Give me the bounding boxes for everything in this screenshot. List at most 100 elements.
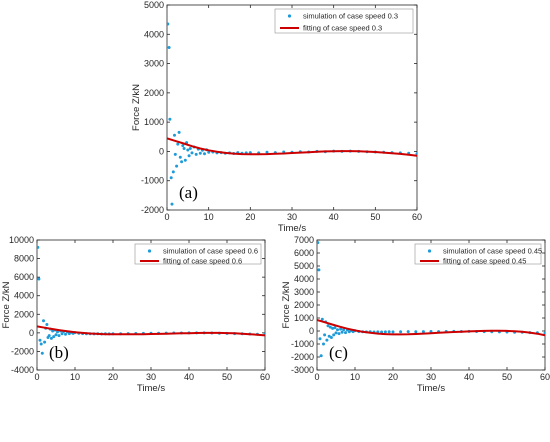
simulation-point: [415, 152, 417, 156]
x-tick-label: 60: [260, 372, 270, 382]
x-tick-label: 0: [34, 372, 39, 382]
simulation-point: [190, 151, 194, 155]
simulation-point: [339, 327, 343, 331]
x-axis-label: Time/s: [278, 223, 306, 234]
fitting-line: [37, 325, 265, 337]
simulation-point: [38, 338, 42, 342]
x-tick-label: 30: [287, 212, 297, 222]
legend-label: fitting of case speed 0.3: [303, 24, 382, 33]
y-axis-label: Force Z/kN: [131, 84, 142, 131]
simulation-point: [383, 330, 387, 334]
chart-panel-a: 0 10 20 30 40 50 60 -2000 -1000 0 1000 2000 3000 4000…: [131, 0, 422, 234]
simulation-point: [406, 330, 410, 334]
plot-marks: [317, 241, 545, 358]
simulation-point: [45, 323, 49, 326]
y-tick-label: 4000: [294, 274, 314, 284]
x-tick-label: 20: [108, 372, 118, 382]
simulation-point: [328, 325, 332, 329]
y-tick-label: 6000: [294, 248, 314, 258]
simulation-point: [173, 133, 176, 137]
simulation-point: [54, 333, 58, 337]
simulation-point: [543, 331, 545, 335]
y-tick-label: -4000: [11, 365, 34, 375]
simulation-point: [317, 268, 321, 272]
legend-simulation-swatch: [287, 14, 292, 18]
y-tick-label: 10000: [9, 235, 34, 245]
x-tick-label: 50: [502, 372, 512, 382]
panel-tag: (c): [329, 343, 348, 362]
x-axis-label: Time/s: [417, 383, 445, 394]
legend-label: fitting of case speed 0.6: [163, 257, 242, 266]
simulation-point: [49, 336, 53, 340]
simulation-point: [340, 330, 344, 334]
simulation-point: [178, 155, 182, 159]
legend-label: simulation of case speed 0.6: [163, 247, 258, 256]
y-tick-label: 0: [309, 326, 314, 336]
x-tick-label: 60: [540, 372, 550, 382]
simulation-point: [342, 328, 346, 332]
simulation-point: [198, 151, 202, 155]
y-tick-label: 4000: [14, 291, 34, 301]
legend-box: [414, 243, 542, 265]
simulation-point: [171, 170, 175, 174]
x-tick-label: 10: [350, 372, 360, 382]
simulation-point: [183, 158, 187, 162]
y-tick-label: 2000: [14, 309, 34, 319]
x-tick-label: 0: [314, 372, 319, 382]
simulation-point: [169, 176, 173, 180]
x-tick-label: 40: [464, 372, 474, 382]
y-tick-label: 5000: [144, 0, 164, 10]
y-tick-label: 3000: [144, 59, 164, 69]
simulation-point: [176, 142, 180, 146]
simulation-point: [336, 328, 339, 332]
simulation-point: [51, 329, 55, 333]
chart-panel-b: 0 10 20 30 40 50 60 -4000 -2000 0 2000 4000 6000 8000…: [1, 235, 270, 394]
simulation-point: [187, 154, 191, 158]
simulation-point: [182, 147, 186, 150]
simulation-point: [317, 241, 320, 245]
panel-tag: (b): [49, 343, 69, 362]
simulation-point: [414, 330, 418, 334]
x-tick-label: 60: [412, 212, 422, 222]
simulation-point: [186, 148, 190, 152]
y-tick-label: 1000: [144, 117, 164, 127]
y-axis-label: Force Z/kN: [1, 281, 12, 328]
legend-label: fitting of case speed 0.45: [443, 257, 526, 266]
plot-area: [166, 4, 418, 211]
x-tick-label: 20: [245, 212, 255, 222]
simulation-point: [175, 164, 179, 168]
panel-tag: (a): [179, 183, 198, 202]
fitting-line: [167, 137, 417, 157]
y-tick-label: -2000: [291, 352, 314, 362]
simulation-point: [180, 160, 184, 164]
y-tick-label: -1000: [141, 176, 164, 186]
simulation-point: [194, 152, 198, 156]
legend-box: [134, 243, 262, 265]
simulation-point: [181, 144, 185, 148]
x-tick-label: 40: [329, 212, 339, 222]
simulation-point: [170, 202, 174, 206]
y-tick-label: 1000: [294, 313, 314, 323]
y-tick-label: 0: [159, 146, 164, 156]
x-tick-label: 30: [426, 372, 436, 382]
simulation-point: [57, 334, 61, 338]
x-tick-label: 0: [164, 212, 169, 222]
simulation-point: [40, 351, 44, 355]
y-tick-label: 7000: [294, 235, 314, 245]
simulation-point: [188, 147, 192, 150]
simulation-point: [167, 46, 171, 49]
simulation-point: [334, 331, 338, 335]
simulation-point: [329, 336, 333, 339]
legend-label: simulation of case speed 0.45: [443, 247, 542, 256]
simulation-point: [421, 330, 425, 334]
legend-simulation-swatch: [147, 249, 152, 253]
simulation-point: [326, 324, 330, 328]
plot-marks: [37, 245, 265, 355]
simulation-point: [42, 319, 45, 323]
simulation-point: [323, 333, 327, 337]
simulation-point: [332, 333, 336, 337]
legend-simulation-swatch: [427, 249, 432, 253]
x-tick-label: 40: [184, 372, 194, 382]
y-tick-label: 8000: [14, 254, 34, 264]
